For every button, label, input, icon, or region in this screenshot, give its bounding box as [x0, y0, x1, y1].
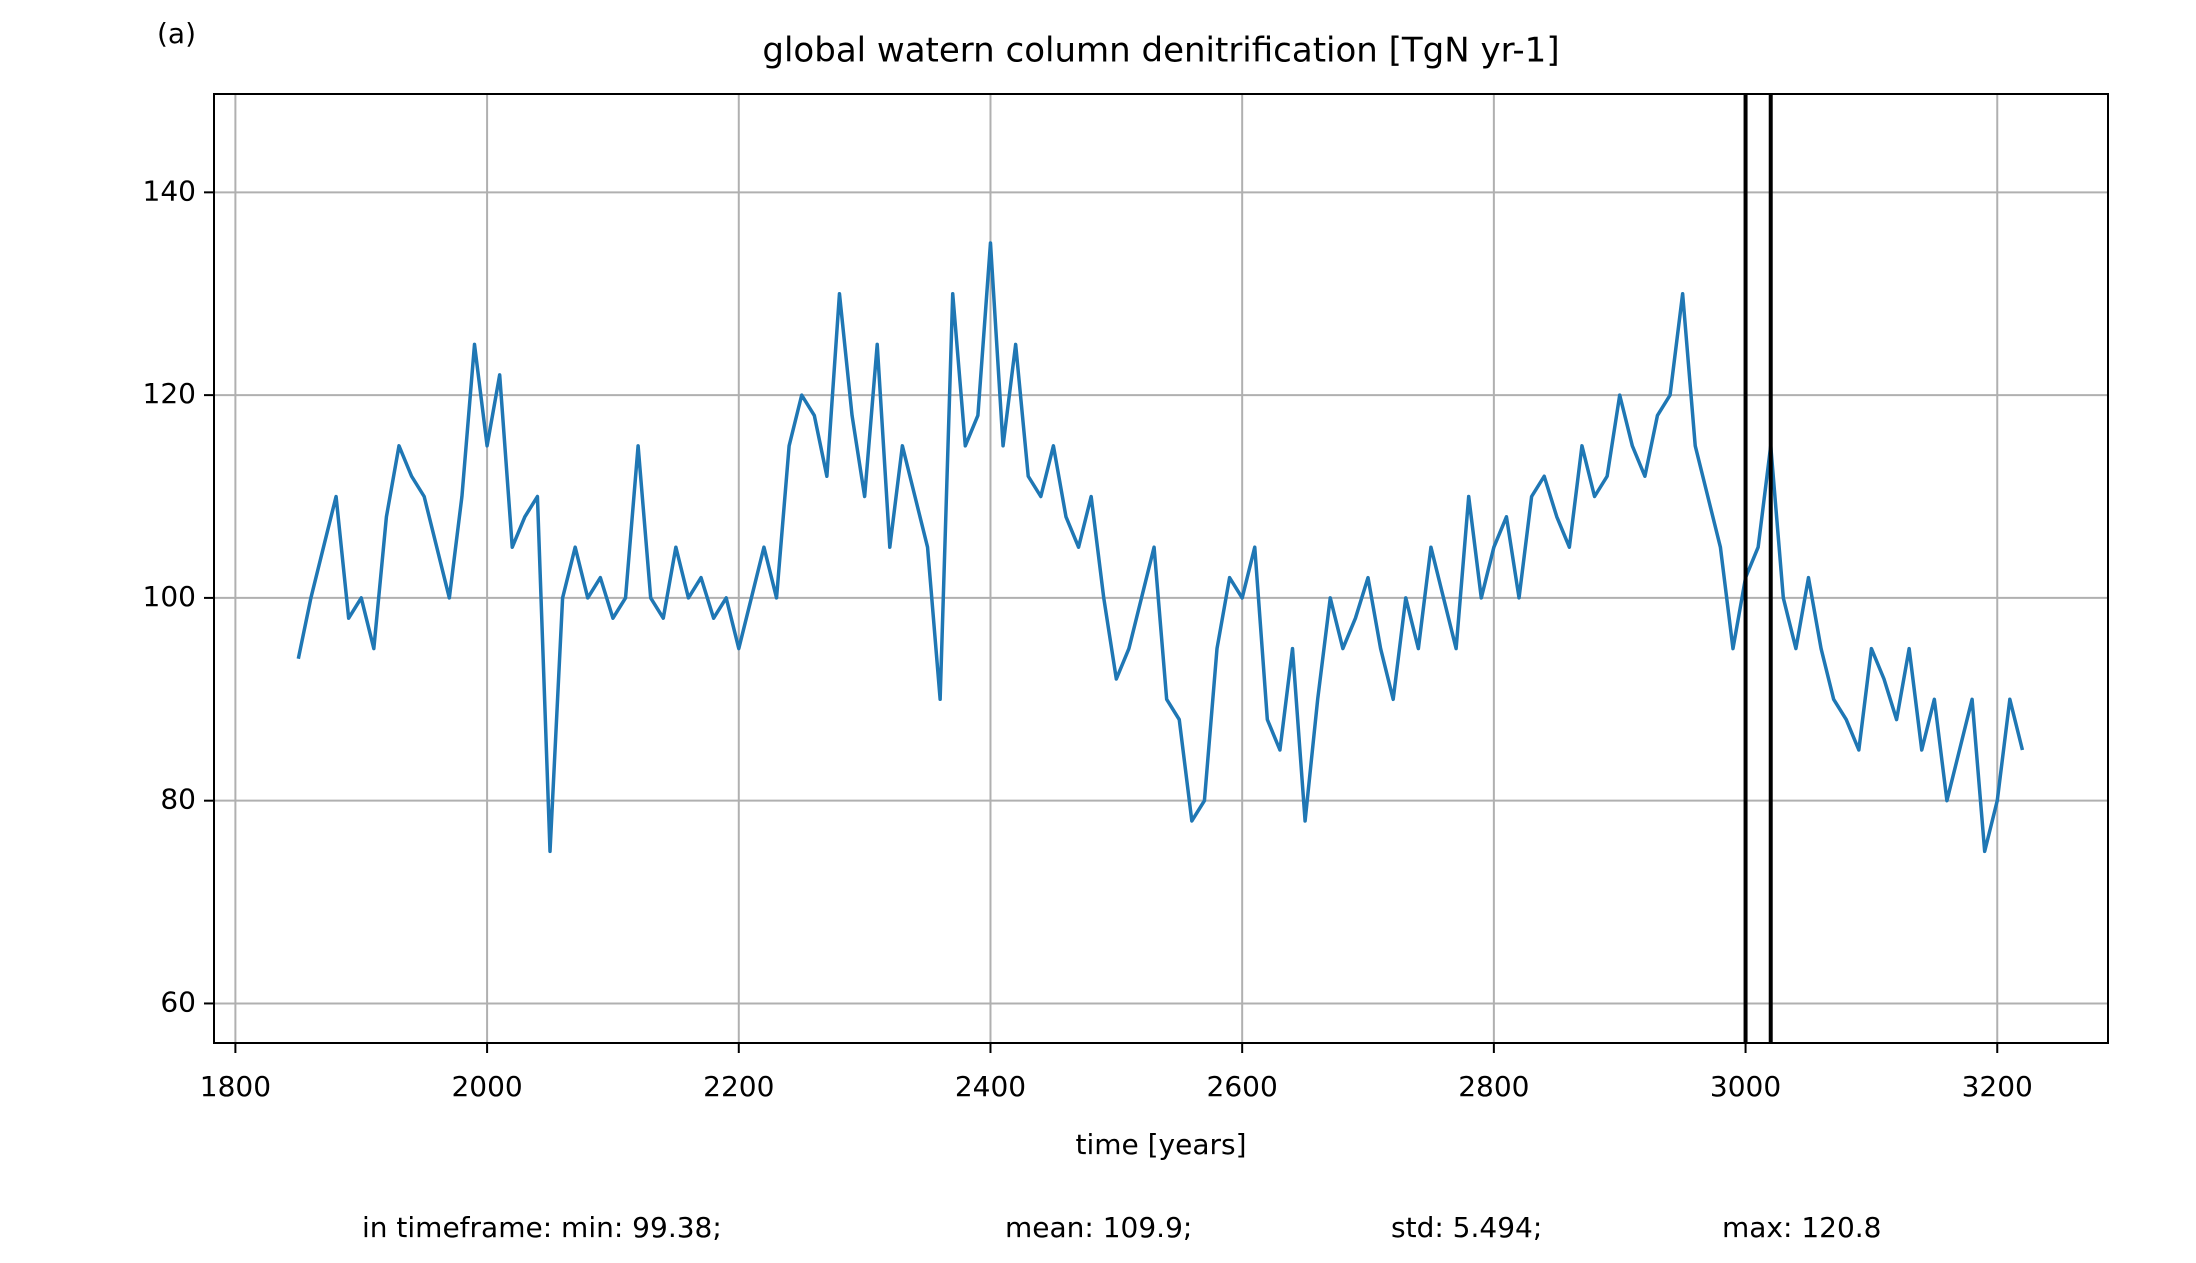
y-tick-label: 100	[143, 580, 196, 613]
y-tick-label: 80	[160, 783, 196, 816]
x-tick-label: 2400	[955, 1070, 1026, 1103]
footer-text: std: 5.494;	[1391, 1211, 1542, 1244]
x-tick-label: 2800	[1458, 1070, 1529, 1103]
footer-text: mean: 109.9;	[1005, 1211, 1192, 1244]
y-tick-label: 60	[160, 985, 196, 1018]
x-tick-label: 1800	[200, 1070, 271, 1103]
footer-text: max: 120.8	[1722, 1211, 1882, 1244]
x-tick-label: 3200	[1962, 1070, 2033, 1103]
x-tick-label: 2600	[1207, 1070, 1278, 1103]
y-tick-label: 140	[143, 174, 196, 207]
x-tick-label: 2000	[451, 1070, 522, 1103]
chart-title: global watern column denitrification [Tg…	[762, 31, 1559, 71]
y-tick-label: 120	[143, 377, 196, 410]
data-line	[296, 241, 2025, 854]
x-axis-label: time [years]	[1075, 1128, 1246, 1161]
x-tick-label: 2200	[703, 1070, 774, 1103]
plot-frame	[213, 93, 2109, 1044]
x-tick-label: 3000	[1710, 1070, 1781, 1103]
panel-label: (a)	[157, 17, 196, 50]
footer-text: in timeframe: min: 99.38;	[362, 1211, 722, 1244]
